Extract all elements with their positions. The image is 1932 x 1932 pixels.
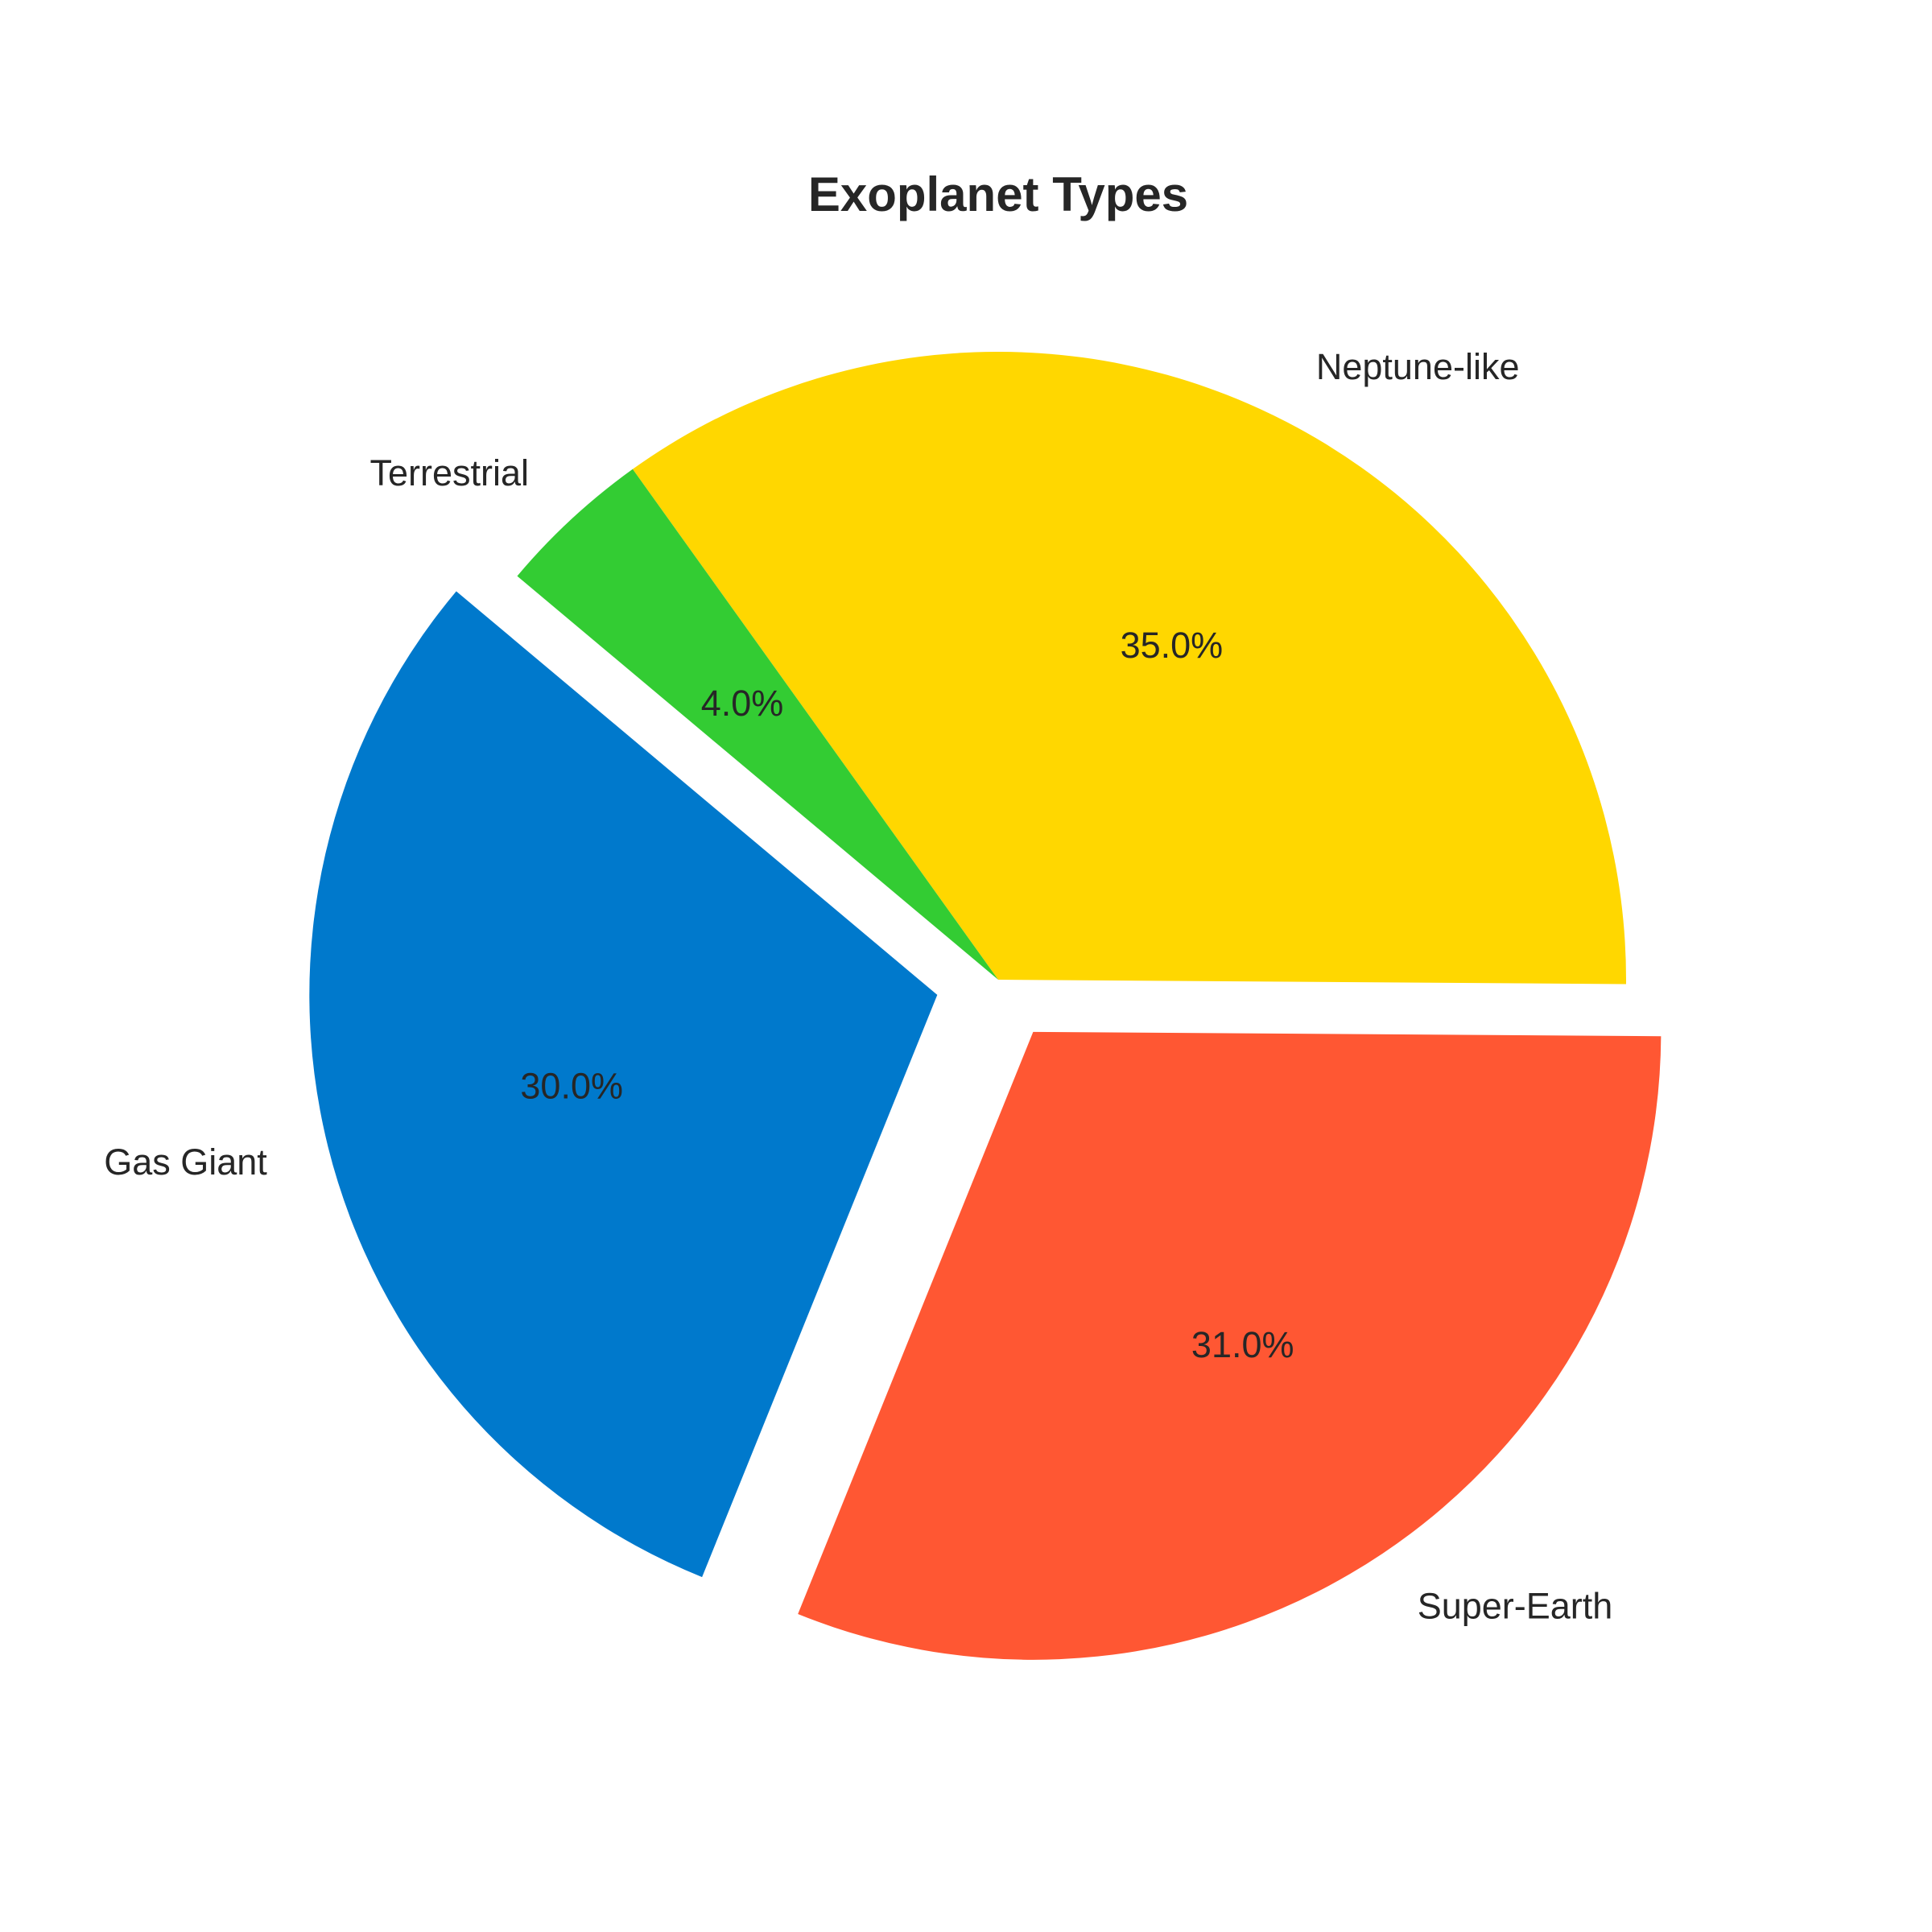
pie-labels: 30.0% Gas Giant 31.0% Super-Earth 35.0% Neptu… [104, 346, 1612, 1627]
slice-label-terrestrial: Terrestrial [369, 452, 529, 493]
pct-label-gas-giant: 30.0% [520, 1066, 623, 1107]
pct-label-super-earth: 31.0% [1191, 1324, 1294, 1365]
slice-label-neptune-like: Neptune-like [1316, 346, 1520, 387]
pie-slice-terrestrial [517, 469, 998, 980]
pct-label-neptune-like: 35.0% [1121, 625, 1224, 666]
pie-slices [309, 352, 1662, 1660]
slice-label-super-earth: Super-Earth [1418, 1585, 1613, 1626]
pie-slice-super-earth [798, 1031, 1662, 1660]
slice-label-gas-giant: Gas Giant [104, 1141, 267, 1183]
pct-label-terrestrial: 4.0% [701, 683, 784, 724]
chart-title: Exoplanet Types [808, 167, 1188, 221]
pie-slice-gas-giant [309, 591, 938, 1578]
pie-slice-neptune-like [632, 352, 1626, 985]
